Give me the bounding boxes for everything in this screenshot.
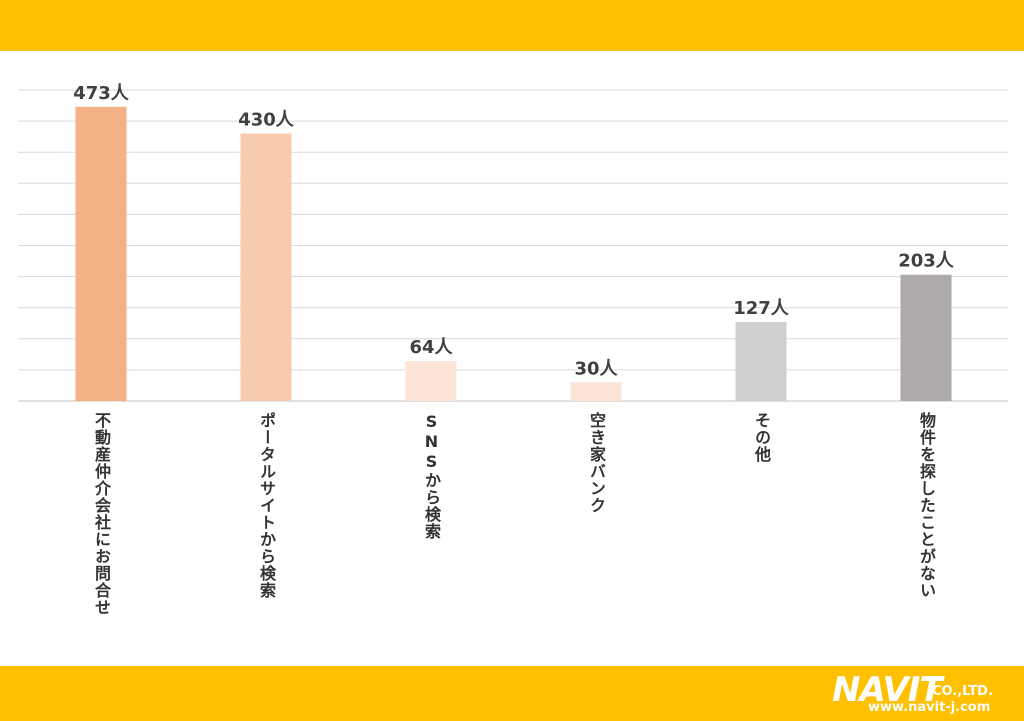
- category-label-3: 空き家バンク: [587, 412, 606, 514]
- category-label-4: その他: [752, 412, 771, 463]
- bar-5: [900, 274, 952, 401]
- category-label-5: 物件を探したことがない: [917, 412, 936, 599]
- data-label-5: 203人: [898, 251, 955, 272]
- category-label-1: ポータルサイトから検索: [257, 412, 276, 599]
- bars: [75, 106, 952, 402]
- data-label-0: 473人: [73, 83, 130, 104]
- top-banner: [0, 0, 1024, 51]
- bar-chart: 473人 430人 64人 30人 127人 203人: [18, 83, 1008, 402]
- logo-url: www.navit-j.com: [868, 700, 991, 715]
- navit-logo: NAVIT CO.,LTD. www.navit-j.com: [832, 670, 1012, 718]
- data-labels: 473人 430人 64人 30人 127人 203人: [73, 83, 955, 380]
- data-label-1: 430人: [238, 110, 295, 131]
- data-label-2: 64人: [409, 337, 453, 358]
- bar-1: [240, 133, 292, 402]
- bar-0: [75, 106, 127, 401]
- bar-2: [405, 361, 457, 401]
- bar-3: [570, 382, 622, 401]
- category-label-2: SNSから検索: [422, 412, 441, 540]
- gridlines: [18, 89, 1008, 402]
- category-label-0: 不動産仲介会社にお問合せ: [92, 412, 111, 616]
- logo-word: NAVIT: [832, 670, 943, 710]
- data-label-4: 127人: [733, 298, 790, 319]
- bar-4: [735, 322, 787, 401]
- logo-company-suffix: CO.,LTD.: [932, 684, 993, 699]
- bottom-banner: [0, 666, 1024, 721]
- data-label-3: 30人: [574, 358, 618, 379]
